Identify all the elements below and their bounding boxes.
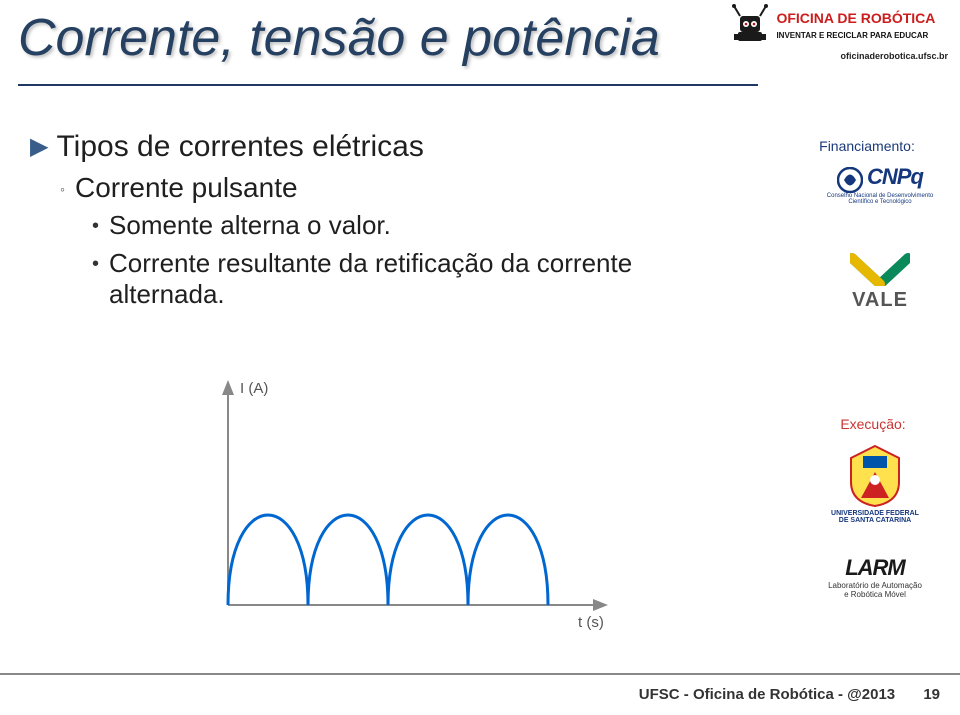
bullet-lvl2: ◦ Corrente pulsante	[60, 172, 730, 206]
bullet-marker-icon: ▶	[30, 130, 48, 164]
page-number: 19	[923, 686, 940, 703]
larm-sub1: Laboratório de Automação	[815, 581, 935, 590]
footer: UFSC - Oficina de Robótica - @2013 19	[639, 686, 940, 703]
logo-line1: OFICINA DE ROBÓTICA	[776, 10, 935, 26]
current-chart: I (A) t (s)	[178, 375, 628, 635]
bullet-marker-icon: ◦	[60, 172, 65, 206]
ufsc-logo: UNIVERSIDADE FEDERAL DE SANTA CATARINA	[820, 442, 930, 524]
footer-divider	[0, 673, 960, 675]
bullet-marker-icon: •	[92, 210, 99, 242]
lvl1-text: Tipos de correntes elétricas	[56, 130, 423, 164]
slide-title: Corrente, tensão e potência	[18, 8, 660, 68]
wave-path	[228, 515, 548, 605]
ufsc-line2: DE SANTA CATARINA	[820, 517, 930, 524]
larm-logo: LARM Laboratório de Automação e Robótica…	[815, 555, 935, 599]
ufsc-line1: UNIVERSIDADE FEDERAL	[820, 510, 930, 517]
x-axis-label: t (s)	[578, 614, 604, 631]
lvl3a-text: Somente alterna o valor.	[109, 210, 391, 242]
larm-name: LARM	[815, 555, 935, 581]
bullet-lvl3: • Somente alterna o valor.	[92, 210, 730, 242]
bullet-lvl3: • Corrente resultante da retificação da …	[92, 248, 730, 310]
logo-line2: INVENTAR E RECICLAR PARA EDUCAR	[776, 31, 928, 40]
content-block: ▶ Tipos de correntes elétricas ◦ Corrent…	[30, 130, 730, 316]
cnpq-logo: CNPq Conselho Nacional de Desenvolviment…	[820, 164, 940, 205]
y-axis-label: I (A)	[240, 380, 268, 397]
logo-url: oficinaderobotica.ufsc.br	[728, 51, 948, 61]
bullet-marker-icon: •	[92, 248, 99, 310]
robot-icon	[728, 2, 772, 49]
footer-text: UFSC - Oficina de Robótica - @2013	[639, 686, 895, 703]
header-logo: OFICINA DE ROBÓTICA INVENTAR E RECICLAR …	[728, 2, 948, 61]
lvl3b-text: Corrente resultante da retificação da co…	[109, 248, 730, 310]
larm-sub2: e Robótica Móvel	[815, 590, 935, 599]
title-underline	[18, 84, 758, 86]
cnpq-name: CNPq	[867, 164, 923, 189]
cnpq-sub2: Científico e Tecnológico	[820, 199, 940, 205]
bullet-lvl1: ▶ Tipos de correntes elétricas	[30, 130, 730, 164]
vale-name: VALE	[830, 289, 930, 312]
slide: Corrente, tensão e potência OFICINA DE R…	[0, 0, 960, 715]
execucao-label: Execução:	[798, 416, 948, 432]
logo-text: OFICINA DE ROBÓTICA INVENTAR E RECICLAR …	[776, 11, 935, 40]
lvl2-text: Corrente pulsante	[75, 172, 298, 206]
vale-logo: VALE	[830, 252, 930, 312]
financiamento-label: Financiamento:	[792, 138, 942, 154]
